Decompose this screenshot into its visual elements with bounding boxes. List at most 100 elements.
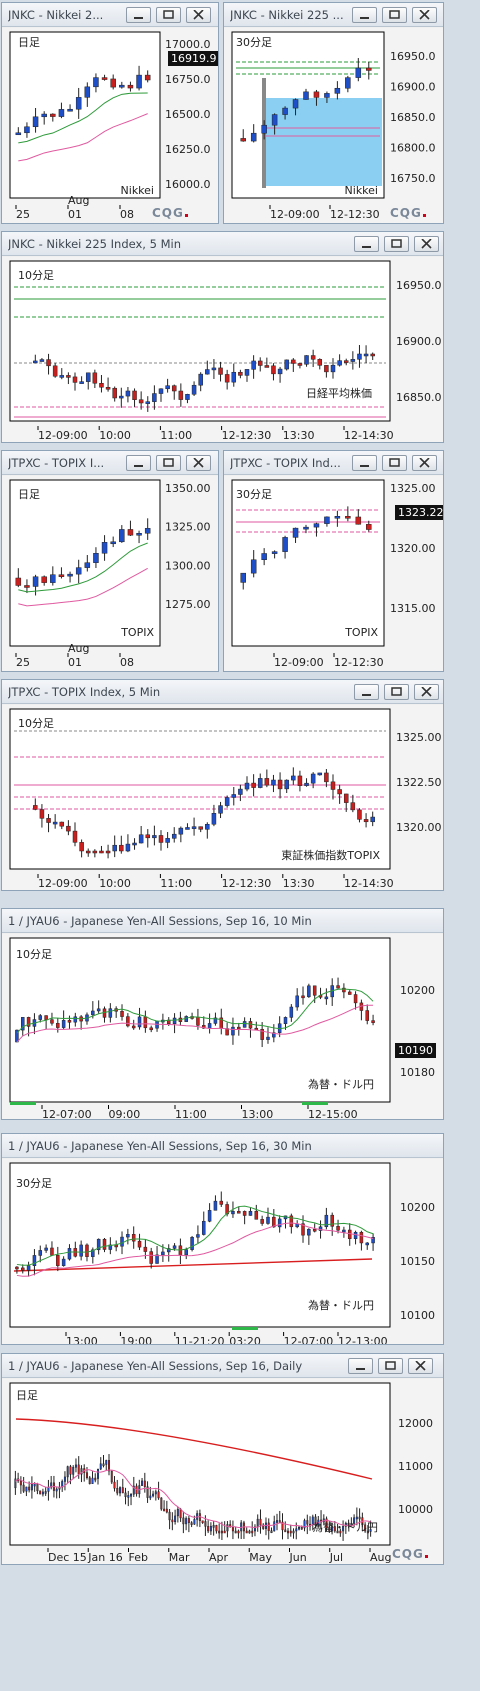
titlebar[interactable]: JTPXC - TOPIX I... [2,451,218,475]
titlebar[interactable]: JNKC - Nikkei 225 ... [224,3,443,27]
candle-body [91,1249,95,1257]
candle-body [283,1017,288,1025]
timeframe-label: 30分足 [236,36,272,49]
candle-body [19,1480,22,1486]
minimize-button[interactable] [352,455,377,471]
maximize-button[interactable] [156,7,181,23]
x-tick-label: 12-12:30 [222,877,272,890]
chart-area[interactable]: 10分足 為替・ドル円 10200 10180 12-07:00 09:00 11:00 13… [2,934,443,1119]
close-button[interactable] [412,455,437,471]
close-button[interactable] [408,1358,433,1374]
x-tick-label: 11:00 [160,877,192,890]
candle-body [238,788,243,795]
chart-area[interactable]: 日足 Nikkei 17000.0 16750.0 16500.0 16250.0 1600… [2,28,218,223]
instrument-label: TOPIX [120,626,154,639]
window-nikkei-daily[interactable]: JNKC - Nikkei 2... 日足 Nikkei 17000.0 16750.… [1,2,219,224]
candle-body [132,1485,135,1495]
chart-canvas[interactable]: 30分足 TOPIX 1325.00 1320.00 1315.00 12-09:00 12… [224,476,443,672]
candle-body [171,833,177,839]
titlebar[interactable]: 1 / JYAU6 - Japanese Yen-All Sessions, S… [2,1134,443,1158]
maximize-button[interactable] [384,684,409,700]
window-yen-10min[interactable]: 1 / JYAU6 - Japanese Yen-All Sessions, S… [1,908,444,1120]
candle-body [132,842,137,846]
chart-canvas[interactable]: 日足 TOPIX 1350.00 1325.00 1300.00 1275.00 25 01 0… [2,476,218,672]
candle-body [304,782,309,786]
chart-area[interactable]: 30分足 Nikkei 16950.0 16900.0 16850.0 16800.0 16… [224,28,443,223]
titlebar[interactable]: JNKC - Nikkei 225 Index, 5 Min [2,232,443,256]
close-button[interactable] [186,455,211,471]
chart-area[interactable]: 30分足 TOPIX 1325.00 1320.00 1315.00 12-09:00 12… [224,476,443,671]
x-tick-label: 03:20 [229,1335,261,1345]
chart-area[interactable]: 30分足 為替・ドル円 10200 10150 10100 13:00 19:00 11-21… [2,1159,443,1344]
maximize-button[interactable] [156,455,181,471]
maximize-button[interactable] [382,7,407,23]
x-tick-label: 12-09:00 [270,208,320,221]
window-nikkei-5min[interactable]: JNKC - Nikkei 225 Index, 5 Min 10分足 日経平均株… [1,231,444,443]
candle-body [365,1242,369,1246]
titlebar[interactable]: JTPXC - TOPIX Index, 5 Min [2,680,443,704]
chart-area[interactable]: 日足 TOPIX 1350.00 1325.00 1300.00 1275.00 25 01 0… [2,476,218,671]
chart-canvas[interactable]: 30分足 Nikkei 16950.0 16900.0 16850.0 16800.0 16… [224,28,443,224]
chart-area[interactable]: 10分足 東証株価指数TOPIX 1325.00 1322.50 1320.00 12-0… [2,705,443,890]
y-tick-label: 1315.00 [390,602,436,615]
candle-body [85,1472,88,1479]
instrument-label: 為替・ドル円 [308,1077,374,1091]
candle-body [157,1491,160,1499]
window-yen-daily[interactable]: 1 / JYAU6 - Japanese Yen-All Sessions, S… [1,1353,444,1565]
candle-body [101,77,108,80]
window-yen-30min[interactable]: 1 / JYAU6 - Japanese Yen-All Sessions, S… [1,1133,444,1345]
y-tick-label: 12000 [398,1417,433,1430]
minimize-button[interactable] [126,7,151,23]
window-nikkei-30min[interactable]: JNKC - Nikkei 225 ... 30分足 Nikkei 16950.0 1… [223,2,444,224]
maximize-button[interactable] [378,1358,403,1374]
candle-body [271,779,276,786]
minimize-button[interactable] [354,236,379,252]
minimize-button[interactable] [352,7,377,23]
maximize-button[interactable] [384,236,409,252]
close-button[interactable] [412,7,437,23]
minimize-button[interactable] [354,684,379,700]
candle-body [231,794,237,798]
cqg-logo: CQG [392,1547,428,1561]
titlebar[interactable]: JNKC - Nikkei 2... [2,3,218,27]
window-topix-30min[interactable]: JTPXC - TOPIX Ind... 30分足 TOPIX 1325.00 132… [223,450,444,672]
window-topix-5min[interactable]: JTPXC - TOPIX Index, 5 Min 10分足 東証株価指数TOP… [1,679,444,891]
candle-body [248,1210,253,1216]
cqg-logo: CQG [390,206,426,220]
candle-body [88,1477,91,1484]
titlebar[interactable]: 1 / JYAU6 - Japanese Yen-All Sessions, S… [2,1354,443,1378]
minimize-button[interactable] [126,455,151,471]
window-topix-daily[interactable]: JTPXC - TOPIX I... 日足 TOPIX 1350.00 1325.00… [1,450,219,672]
chart-area[interactable]: 10分足 日経平均株価 16950.0 16900.0 16850.0 12-09:00 1… [2,257,443,442]
close-button[interactable] [186,7,211,23]
candle-body [237,1210,241,1214]
candle-body [336,1226,340,1231]
close-button[interactable] [414,684,439,700]
x-tick-label: 12-12:30 [222,429,272,442]
candle-body [218,1530,221,1534]
x-tick-label: May [249,1551,272,1564]
candle-body [331,1526,334,1532]
candle-body [297,775,303,786]
candle-body [207,1023,212,1029]
instrument-label: 東証株価指数TOPIX [281,848,380,862]
y-tick-label: 16850.0 [390,111,436,124]
titlebar[interactable]: 1 / JYAU6 - Japanese Yen-All Sessions, S… [2,909,443,933]
chart-area[interactable]: 日足 為替・ドル円 12000 11000 10000 Dec 15 Jan 16 Feb Ma… [2,1379,443,1564]
candle-body [313,91,320,98]
candle-body [211,813,217,825]
candle-body [256,1518,259,1528]
candle-body [92,850,98,854]
x-tick-label: 01 [68,656,82,669]
titlebar[interactable]: JTPXC - TOPIX Ind... [224,451,443,475]
chart-canvas[interactable]: 日足 Nikkei 17000.0 16750.0 16500.0 16250.0 1600… [2,28,218,224]
minimize-button[interactable] [348,1358,373,1374]
close-button[interactable] [414,236,439,252]
maximize-button[interactable] [382,455,407,471]
session-bar [10,1102,36,1105]
